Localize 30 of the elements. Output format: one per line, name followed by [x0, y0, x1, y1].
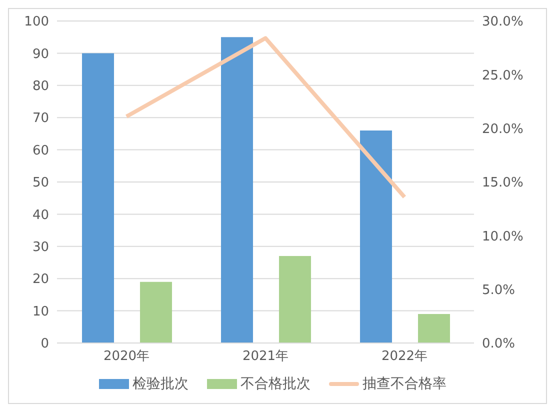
bar [82, 53, 114, 343]
y-tick-label: 30 [32, 240, 49, 256]
y2-tick-label: 5.0% [482, 282, 516, 298]
y-tick-label: 10 [32, 304, 49, 320]
y-tick-label: 50 [32, 176, 49, 191]
x-tick-label: 2020年 [103, 349, 150, 364]
legend-label: 不合格批次 [240, 375, 310, 393]
y2-tick-label: 30.0% [482, 14, 524, 30]
y-tick-label: 20 [32, 272, 49, 288]
bar [221, 37, 253, 343]
legend-label: 检验批次 [132, 375, 188, 393]
y-tick-label: 90 [32, 46, 49, 62]
x-tick-label: 2022年 [381, 349, 428, 364]
y-tick-label: 40 [32, 208, 49, 223]
bar [418, 314, 450, 343]
legend-label: 抽查不合格率 [362, 375, 446, 393]
x-tick-label: 2021年 [242, 349, 289, 364]
y-tick-label: 0 [40, 336, 49, 352]
bar [140, 282, 172, 343]
y2-tick-label: 10.0% [482, 229, 524, 244]
y-tick-label: 80 [32, 79, 49, 94]
y-tick-label: 60 [32, 143, 49, 158]
y-tick-label: 70 [32, 111, 49, 126]
bar [360, 130, 392, 343]
y2-tick-label: 25.0% [482, 68, 524, 84]
bar [279, 256, 311, 343]
y2-tick-label: 20.0% [482, 122, 524, 137]
y2-tick-label: 15.0% [482, 176, 524, 191]
y-tick-label: 100 [24, 14, 49, 30]
y2-tick-label: 0.0% [482, 336, 516, 352]
